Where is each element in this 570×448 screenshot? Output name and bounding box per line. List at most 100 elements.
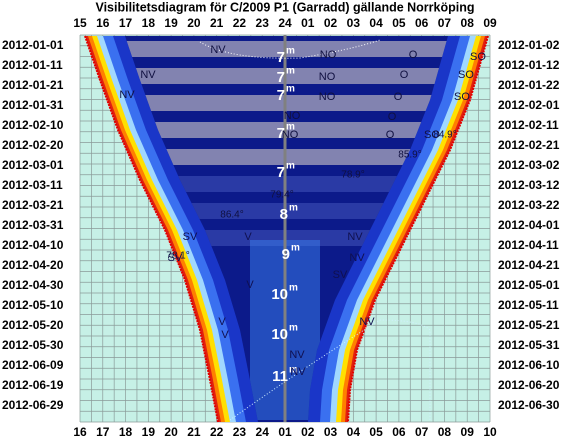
direction-label: NV <box>210 44 226 56</box>
left-date-label: 2012-05-20 <box>2 318 64 332</box>
top-hour-label: 05 <box>392 16 406 30</box>
direction-label: O <box>388 111 397 123</box>
bottom-hour-label: 08 <box>438 425 452 439</box>
left-date-label: 2012-06-19 <box>2 378 64 392</box>
magnitude-unit: m <box>289 323 298 334</box>
right-date-label: 2012-04-01 <box>498 218 560 232</box>
right-date-label: 2012-03-02 <box>498 158 560 172</box>
direction-label: NV <box>359 316 375 328</box>
magnitude: 7 <box>277 87 285 104</box>
bottom-hour-label: 01 <box>278 425 292 439</box>
altitude-label: 85.9° <box>398 150 421 161</box>
right-date-label: 2012-03-12 <box>498 178 560 192</box>
magnitude: 7 <box>277 125 285 142</box>
right-date-label: 2012-04-21 <box>498 258 560 272</box>
magnitude-unit: m <box>289 283 298 294</box>
direction-label: NO <box>284 110 301 122</box>
top-hour-label: 20 <box>187 16 201 30</box>
right-date-label: 2012-05-01 <box>498 278 560 292</box>
right-date-label: 2012-06-30 <box>498 398 560 412</box>
left-date-label: 2012-02-10 <box>2 118 64 132</box>
left-date-label: 2012-05-30 <box>2 338 64 352</box>
left-date-label: 2012-06-29 <box>2 398 64 412</box>
magnitude: 9 <box>282 246 290 263</box>
direction-label: V <box>218 316 226 328</box>
direction-label: O <box>394 91 403 103</box>
left-date-label: 2012-03-11 <box>2 178 63 192</box>
left-date-label: 2012-03-21 <box>2 198 64 212</box>
top-hour-label: 01 <box>301 16 315 30</box>
direction-label: SO <box>458 69 474 81</box>
edge-left <box>84 35 219 423</box>
bottom-hour-label: 04 <box>347 425 361 439</box>
magnitude: 7 <box>277 69 285 86</box>
bottom-hour-label: 10 <box>483 425 497 439</box>
magnitude: 7 <box>277 49 285 66</box>
top-hour-label: 09 <box>483 16 497 30</box>
right-date-label: 2012-05-31 <box>498 338 560 352</box>
right-date-label: 2012-01-02 <box>498 38 560 52</box>
direction-label: SO <box>454 91 470 103</box>
top-hour-label: 06 <box>415 16 429 30</box>
bottom-hour-label: 17 <box>96 425 110 439</box>
top-hour-label: 19 <box>164 16 178 30</box>
top-hour-label: 24 <box>278 16 292 30</box>
magnitude: 11 <box>272 368 288 385</box>
direction-label: SO <box>470 51 486 63</box>
left-date-label: 2012-04-20 <box>2 258 64 272</box>
direction-label: NV <box>140 69 156 81</box>
bottom-hour-label: 06 <box>392 425 406 439</box>
top-hour-label: 15 <box>73 16 87 30</box>
right-date-label: 2012-05-11 <box>498 298 559 312</box>
right-date-label: 2012-02-01 <box>498 98 560 112</box>
right-date-label: 2012-01-12 <box>498 58 560 72</box>
altitude-label: 79.4° <box>270 190 293 201</box>
left-date-label: 2012-05-10 <box>2 298 64 312</box>
magnitude-unit: m <box>286 84 295 95</box>
left-date-label: 2012-02-20 <box>2 138 64 152</box>
magnitude: 7 <box>277 164 285 181</box>
altitude-label: 78.9° <box>341 170 364 181</box>
left-date-label: 2012-01-11 <box>2 58 63 72</box>
direction-label: NO <box>319 71 336 83</box>
right-date-label: 2012-03-22 <box>498 198 560 212</box>
direction-label: V <box>221 329 229 341</box>
left-date-label: 2012-01-21 <box>2 78 64 92</box>
right-date-label: 2012-02-11 <box>498 118 559 132</box>
magnitude-unit: m <box>286 46 295 57</box>
top-hour-label: 23 <box>256 16 270 30</box>
right-date-label: 2012-05-21 <box>498 318 560 332</box>
direction-label: NV <box>290 366 306 378</box>
magnitude-unit: m <box>289 365 298 376</box>
top-hour-label: 22 <box>233 16 247 30</box>
direction-label: O <box>409 49 418 61</box>
magnitude-unit: m <box>286 122 295 133</box>
top-hour-label: 07 <box>438 16 452 30</box>
direction-label: NV <box>347 231 363 243</box>
top-hour-label: 21 <box>210 16 224 30</box>
direction-label: NO <box>320 49 337 61</box>
bottom-hour-label: 02 <box>301 425 315 439</box>
left-date-label: 2012-04-10 <box>2 238 64 252</box>
magnitude-unit: m <box>286 161 295 172</box>
altitude-label: 78.1° <box>166 251 189 262</box>
comet-track <box>199 39 381 59</box>
bottom-hour-label: 22 <box>210 425 224 439</box>
direction-label: SV <box>183 231 198 243</box>
bottom-hour-label: 23 <box>233 425 247 439</box>
direction-label: NV <box>349 252 365 264</box>
left-date-label: 2012-03-31 <box>2 218 64 232</box>
top-hour-label: 16 <box>96 16 110 30</box>
magnitude-unit: m <box>289 203 298 214</box>
title: Visibilitetsdiagram för C/2009 P1 (Garra… <box>95 0 474 14</box>
top-hour-label: 18 <box>142 16 156 30</box>
magnitude: 10 <box>271 286 288 303</box>
magnitude: 8 <box>280 206 288 223</box>
direction-label: NV <box>289 349 305 361</box>
bottom-hour-label: 19 <box>142 425 156 439</box>
magnitude: 10 <box>271 326 288 343</box>
direction-label: V <box>244 231 252 243</box>
top-hour-label: 02 <box>324 16 338 30</box>
direction-label: O <box>400 69 409 81</box>
direction-label: O <box>386 129 395 141</box>
